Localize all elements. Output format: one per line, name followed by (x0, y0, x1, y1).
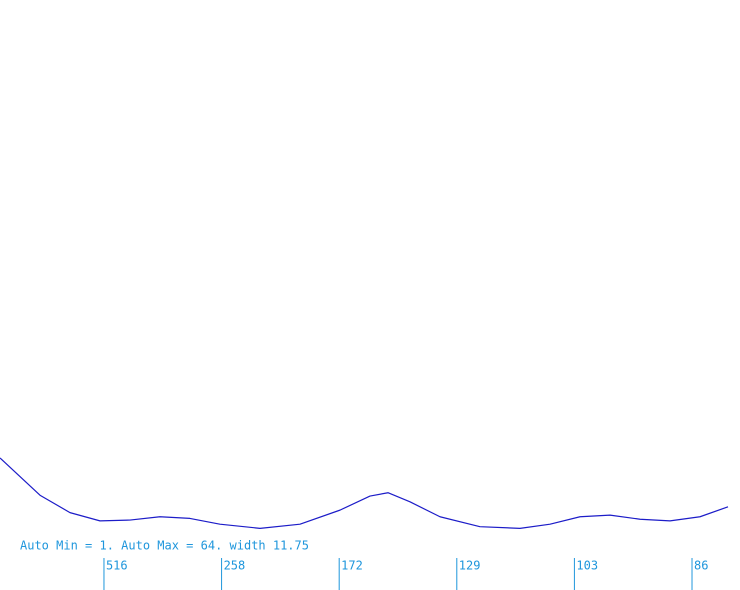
x-tick-label: 103 (576, 559, 598, 573)
x-tick-label: 172 (341, 559, 363, 573)
x-tick-label: 86 (694, 559, 708, 573)
x-tick-label: 129 (459, 559, 481, 573)
x-tick-label: 516 (106, 559, 128, 573)
annotation: Auto Min = 1. Auto Max = 64. width 11.75 (20, 539, 309, 553)
line (0, 457, 729, 529)
x-tick-label: 258 (224, 559, 246, 573)
